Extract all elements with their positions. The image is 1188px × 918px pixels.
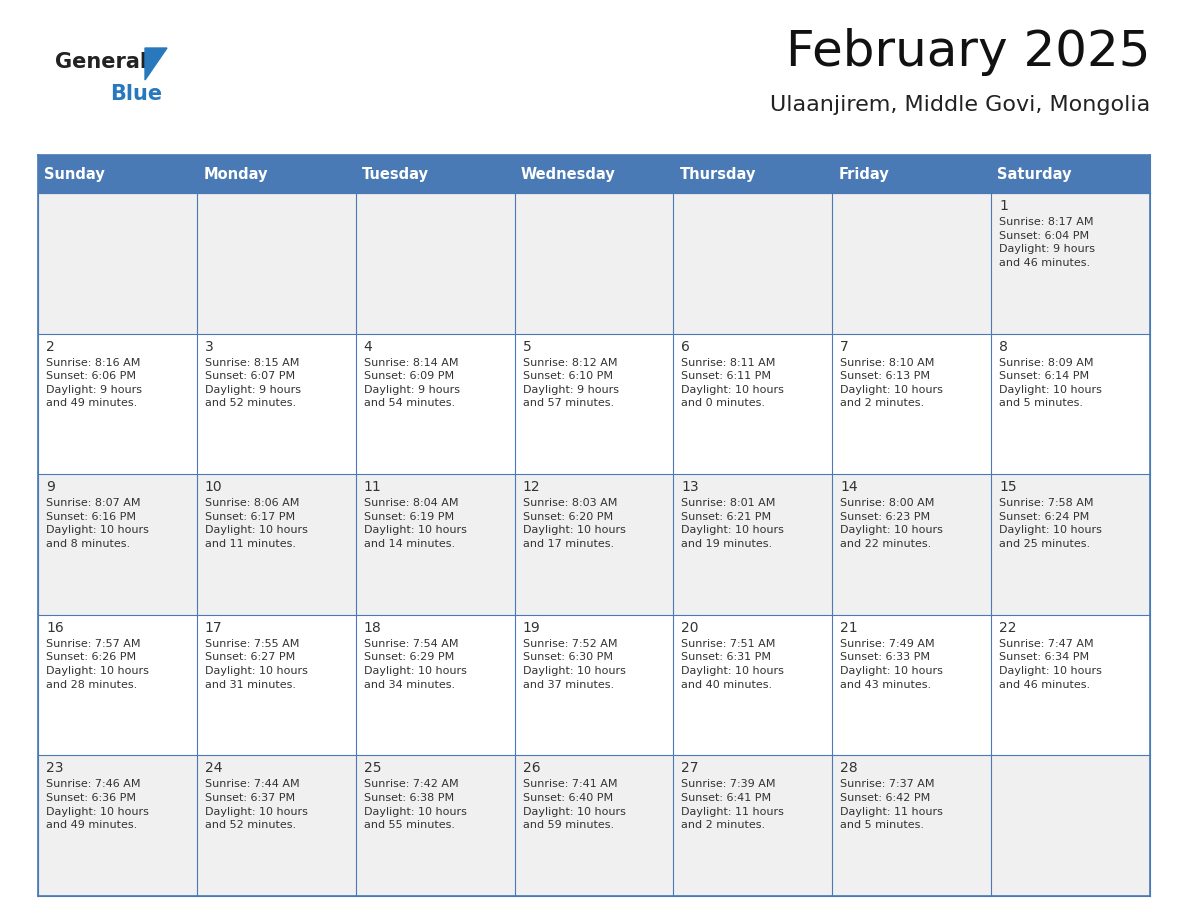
Text: Saturday: Saturday (998, 166, 1072, 182)
Text: Sunrise: 8:14 AM
Sunset: 6:09 PM
Daylight: 9 hours
and 54 minutes.: Sunrise: 8:14 AM Sunset: 6:09 PM Dayligh… (364, 358, 460, 409)
Text: 15: 15 (999, 480, 1017, 494)
Text: Friday: Friday (839, 166, 890, 182)
Text: 16: 16 (46, 621, 64, 635)
Text: Sunrise: 7:54 AM
Sunset: 6:29 PM
Daylight: 10 hours
and 34 minutes.: Sunrise: 7:54 AM Sunset: 6:29 PM Dayligh… (364, 639, 467, 689)
Text: 28: 28 (840, 761, 858, 776)
Bar (38, 155, 1150, 193)
Text: 4: 4 (364, 340, 373, 353)
Text: Sunrise: 7:37 AM
Sunset: 6:42 PM
Daylight: 11 hours
and 5 minutes.: Sunrise: 7:37 AM Sunset: 6:42 PM Dayligh… (840, 779, 943, 830)
Text: 14: 14 (840, 480, 858, 494)
Text: 3: 3 (204, 340, 214, 353)
Text: 22: 22 (999, 621, 1017, 635)
Text: 13: 13 (682, 480, 699, 494)
Text: 12: 12 (523, 480, 541, 494)
Polygon shape (145, 48, 168, 80)
Text: 18: 18 (364, 621, 381, 635)
Text: 2: 2 (46, 340, 55, 353)
Text: 20: 20 (682, 621, 699, 635)
Text: Sunrise: 7:42 AM
Sunset: 6:38 PM
Daylight: 10 hours
and 55 minutes.: Sunrise: 7:42 AM Sunset: 6:38 PM Dayligh… (364, 779, 467, 830)
Text: Sunrise: 8:07 AM
Sunset: 6:16 PM
Daylight: 10 hours
and 8 minutes.: Sunrise: 8:07 AM Sunset: 6:16 PM Dayligh… (46, 498, 148, 549)
Text: 24: 24 (204, 761, 222, 776)
Text: Blue: Blue (110, 84, 162, 104)
Text: 23: 23 (46, 761, 63, 776)
Text: General: General (55, 52, 147, 72)
Text: Sunrise: 7:55 AM
Sunset: 6:27 PM
Daylight: 10 hours
and 31 minutes.: Sunrise: 7:55 AM Sunset: 6:27 PM Dayligh… (204, 639, 308, 689)
Text: Sunrise: 8:16 AM
Sunset: 6:06 PM
Daylight: 9 hours
and 49 minutes.: Sunrise: 8:16 AM Sunset: 6:06 PM Dayligh… (46, 358, 143, 409)
Text: Sunrise: 7:41 AM
Sunset: 6:40 PM
Daylight: 10 hours
and 59 minutes.: Sunrise: 7:41 AM Sunset: 6:40 PM Dayligh… (523, 779, 625, 830)
Text: 8: 8 (999, 340, 1007, 353)
Text: Sunrise: 7:57 AM
Sunset: 6:26 PM
Daylight: 10 hours
and 28 minutes.: Sunrise: 7:57 AM Sunset: 6:26 PM Dayligh… (46, 639, 148, 689)
Bar (38, 756, 1150, 896)
Text: Sunrise: 8:01 AM
Sunset: 6:21 PM
Daylight: 10 hours
and 19 minutes.: Sunrise: 8:01 AM Sunset: 6:21 PM Dayligh… (682, 498, 784, 549)
Text: Sunrise: 8:09 AM
Sunset: 6:14 PM
Daylight: 10 hours
and 5 minutes.: Sunrise: 8:09 AM Sunset: 6:14 PM Dayligh… (999, 358, 1102, 409)
Bar (38, 475, 1150, 615)
Text: 5: 5 (523, 340, 531, 353)
Text: 21: 21 (840, 621, 858, 635)
Text: Monday: Monday (203, 166, 267, 182)
Text: 19: 19 (523, 621, 541, 635)
Text: Sunrise: 7:44 AM
Sunset: 6:37 PM
Daylight: 10 hours
and 52 minutes.: Sunrise: 7:44 AM Sunset: 6:37 PM Dayligh… (204, 779, 308, 830)
Text: 27: 27 (682, 761, 699, 776)
Text: 11: 11 (364, 480, 381, 494)
Text: Sunrise: 8:12 AM
Sunset: 6:10 PM
Daylight: 9 hours
and 57 minutes.: Sunrise: 8:12 AM Sunset: 6:10 PM Dayligh… (523, 358, 619, 409)
Text: Sunrise: 8:11 AM
Sunset: 6:11 PM
Daylight: 10 hours
and 0 minutes.: Sunrise: 8:11 AM Sunset: 6:11 PM Dayligh… (682, 358, 784, 409)
Text: February 2025: February 2025 (785, 28, 1150, 76)
Text: 17: 17 (204, 621, 222, 635)
Text: Sunrise: 8:03 AM
Sunset: 6:20 PM
Daylight: 10 hours
and 17 minutes.: Sunrise: 8:03 AM Sunset: 6:20 PM Dayligh… (523, 498, 625, 549)
Text: 25: 25 (364, 761, 381, 776)
Text: 6: 6 (682, 340, 690, 353)
Text: Sunrise: 7:58 AM
Sunset: 6:24 PM
Daylight: 10 hours
and 25 minutes.: Sunrise: 7:58 AM Sunset: 6:24 PM Dayligh… (999, 498, 1102, 549)
Text: 26: 26 (523, 761, 541, 776)
Bar (38, 193, 1150, 333)
Text: Sunrise: 7:49 AM
Sunset: 6:33 PM
Daylight: 10 hours
and 43 minutes.: Sunrise: 7:49 AM Sunset: 6:33 PM Dayligh… (840, 639, 943, 689)
Text: Sunrise: 7:51 AM
Sunset: 6:31 PM
Daylight: 10 hours
and 40 minutes.: Sunrise: 7:51 AM Sunset: 6:31 PM Dayligh… (682, 639, 784, 689)
Text: Sunrise: 8:04 AM
Sunset: 6:19 PM
Daylight: 10 hours
and 14 minutes.: Sunrise: 8:04 AM Sunset: 6:19 PM Dayligh… (364, 498, 467, 549)
Text: Sunrise: 8:00 AM
Sunset: 6:23 PM
Daylight: 10 hours
and 22 minutes.: Sunrise: 8:00 AM Sunset: 6:23 PM Dayligh… (840, 498, 943, 549)
Text: Tuesday: Tuesday (362, 166, 429, 182)
Text: 9: 9 (46, 480, 55, 494)
Bar (38, 333, 1150, 475)
Text: 1: 1 (999, 199, 1007, 213)
Text: Sunrise: 8:15 AM
Sunset: 6:07 PM
Daylight: 9 hours
and 52 minutes.: Sunrise: 8:15 AM Sunset: 6:07 PM Dayligh… (204, 358, 301, 409)
Text: 10: 10 (204, 480, 222, 494)
Text: Ulaanjirem, Middle Govi, Mongolia: Ulaanjirem, Middle Govi, Mongolia (770, 95, 1150, 115)
Text: Thursday: Thursday (680, 166, 756, 182)
Bar (38, 615, 1150, 756)
Text: 7: 7 (840, 340, 849, 353)
Text: Sunrise: 7:47 AM
Sunset: 6:34 PM
Daylight: 10 hours
and 46 minutes.: Sunrise: 7:47 AM Sunset: 6:34 PM Dayligh… (999, 639, 1102, 689)
Text: Wednesday: Wednesday (520, 166, 615, 182)
Text: Sunrise: 8:06 AM
Sunset: 6:17 PM
Daylight: 10 hours
and 11 minutes.: Sunrise: 8:06 AM Sunset: 6:17 PM Dayligh… (204, 498, 308, 549)
Text: Sunrise: 7:52 AM
Sunset: 6:30 PM
Daylight: 10 hours
and 37 minutes.: Sunrise: 7:52 AM Sunset: 6:30 PM Dayligh… (523, 639, 625, 689)
Text: Sunday: Sunday (44, 166, 105, 182)
Text: Sunrise: 8:10 AM
Sunset: 6:13 PM
Daylight: 10 hours
and 2 minutes.: Sunrise: 8:10 AM Sunset: 6:13 PM Dayligh… (840, 358, 943, 409)
Text: Sunrise: 8:17 AM
Sunset: 6:04 PM
Daylight: 9 hours
and 46 minutes.: Sunrise: 8:17 AM Sunset: 6:04 PM Dayligh… (999, 217, 1095, 268)
Text: Sunrise: 7:39 AM
Sunset: 6:41 PM
Daylight: 11 hours
and 2 minutes.: Sunrise: 7:39 AM Sunset: 6:41 PM Dayligh… (682, 779, 784, 830)
Text: Sunrise: 7:46 AM
Sunset: 6:36 PM
Daylight: 10 hours
and 49 minutes.: Sunrise: 7:46 AM Sunset: 6:36 PM Dayligh… (46, 779, 148, 830)
